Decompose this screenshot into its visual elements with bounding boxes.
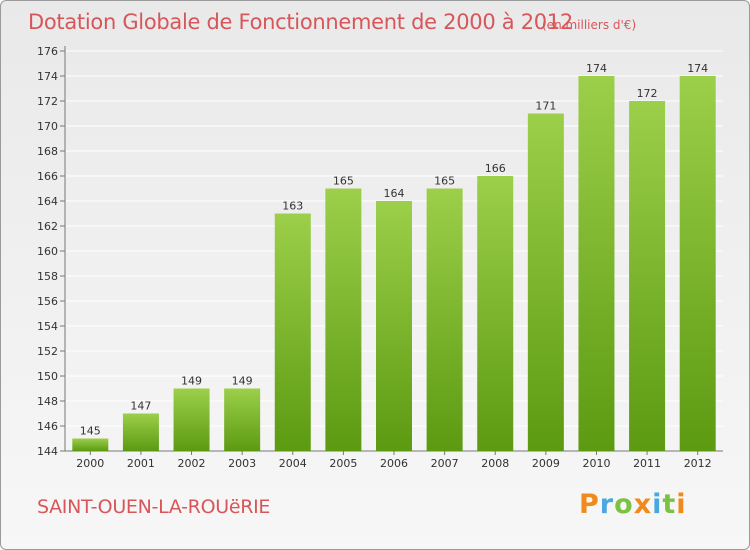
bar-value-label: 163 xyxy=(282,200,303,213)
x-tick-label: 2009 xyxy=(532,457,560,470)
y-tick-label: 144 xyxy=(37,445,58,458)
y-tick-label: 146 xyxy=(37,420,58,433)
logo-letter: i xyxy=(676,489,687,520)
bar-2000 xyxy=(72,438,109,451)
bar-value-label: 174 xyxy=(687,62,708,75)
logo-letter: P xyxy=(579,489,600,520)
x-tick-label: 2004 xyxy=(279,457,307,470)
logo-letter: t xyxy=(662,489,677,520)
bar-2001 xyxy=(122,413,159,451)
x-tick-label: 2008 xyxy=(481,457,509,470)
y-tick-label: 154 xyxy=(37,320,58,333)
bar-2005 xyxy=(325,188,362,451)
x-tick-label: 2010 xyxy=(582,457,610,470)
bar-2006 xyxy=(376,201,412,451)
bar-value-label: 174 xyxy=(586,62,607,75)
logo-letter: x xyxy=(633,489,653,520)
logo-letter: r xyxy=(599,489,615,520)
bar-2012 xyxy=(679,76,716,451)
bar-2004 xyxy=(274,213,311,451)
bar-2008 xyxy=(477,176,514,451)
bar-2010 xyxy=(578,76,615,451)
bar-2002 xyxy=(173,388,210,451)
x-tick-label: 2012 xyxy=(684,457,712,470)
bar-value-label: 166 xyxy=(485,162,506,175)
y-tick-label: 156 xyxy=(37,295,58,308)
bar-value-label: 149 xyxy=(181,375,202,388)
y-tick-label: 176 xyxy=(37,45,58,58)
x-tick-label: 2006 xyxy=(380,457,408,470)
x-tick-label: 2000 xyxy=(76,457,104,470)
x-tick-label: 2011 xyxy=(633,457,661,470)
bar-2011 xyxy=(629,101,666,451)
y-tick-label: 166 xyxy=(37,170,58,183)
y-tick-label: 168 xyxy=(37,145,58,158)
y-tick-label: 162 xyxy=(37,220,58,233)
bar-2007 xyxy=(426,188,463,451)
y-tick-label: 164 xyxy=(37,195,58,208)
bar-value-label: 147 xyxy=(130,400,151,413)
y-tick-label: 172 xyxy=(37,95,58,108)
town-name: SAINT-OUEN-LA-ROUëRIE xyxy=(37,496,271,518)
bar-2003 xyxy=(224,388,261,451)
logo-letter: i xyxy=(652,489,663,520)
logo-letter: o xyxy=(614,489,634,520)
bar-value-label: 171 xyxy=(535,100,556,113)
y-tick-label: 158 xyxy=(37,270,58,283)
bar-value-label: 145 xyxy=(80,425,101,438)
bar-value-label: 165 xyxy=(333,175,354,188)
unit-note: (en milliers d'€) xyxy=(542,18,637,32)
x-tick-label: 2003 xyxy=(228,457,256,470)
y-tick-label: 152 xyxy=(37,345,58,358)
y-tick-label: 148 xyxy=(37,395,58,408)
x-tick-label: 2005 xyxy=(329,457,357,470)
y-tick-label: 174 xyxy=(37,70,58,83)
bar-value-label: 149 xyxy=(232,375,253,388)
y-tick-label: 150 xyxy=(37,370,58,383)
proxiti-logo[interactable]: Proxiti xyxy=(579,489,687,520)
y-tick-label: 160 xyxy=(37,245,58,258)
bar-value-label: 172 xyxy=(637,87,658,100)
bar-value-label: 165 xyxy=(434,175,455,188)
y-tick-label: 170 xyxy=(37,120,58,133)
chart-title: Dotation Globale de Fonctionnement de 20… xyxy=(28,10,573,34)
bar-value-label: 164 xyxy=(384,187,405,200)
bar-2009 xyxy=(527,113,564,451)
x-tick-label: 2001 xyxy=(127,457,155,470)
x-tick-label: 2007 xyxy=(431,457,459,470)
x-tick-label: 2002 xyxy=(178,457,206,470)
